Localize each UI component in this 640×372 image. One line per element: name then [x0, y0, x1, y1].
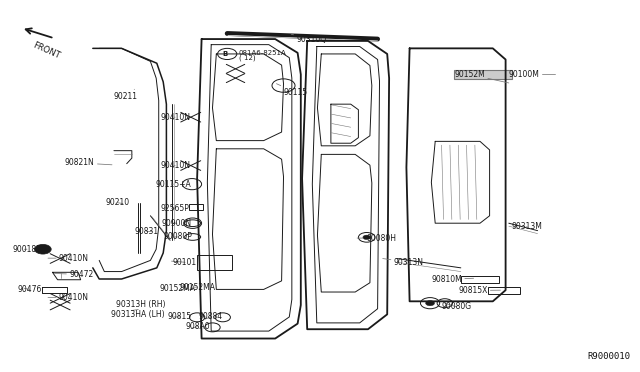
Text: 90115+A: 90115+A	[156, 180, 191, 189]
Text: 90410N: 90410N	[160, 113, 190, 122]
Text: 90211: 90211	[114, 89, 138, 101]
Text: 90821N: 90821N	[65, 158, 112, 167]
Bar	[197, 255, 232, 270]
Bar	[488, 287, 520, 294]
Text: 90080P: 90080P	[163, 232, 192, 241]
Text: 90410N: 90410N	[48, 254, 89, 263]
Text: FRONT: FRONT	[31, 40, 61, 60]
Circle shape	[426, 301, 435, 306]
Text: 90900N: 90900N	[162, 219, 192, 228]
Text: 90080H: 90080H	[357, 234, 396, 243]
Text: 90152MA: 90152MA	[179, 283, 215, 292]
Text: 90815X: 90815X	[458, 286, 500, 295]
Text: B: B	[223, 51, 228, 57]
Text: 90100M: 90100M	[509, 70, 556, 79]
Text: 90472: 90472	[54, 270, 93, 279]
Text: 081A6-8251A: 081A6-8251A	[239, 50, 287, 56]
Text: 90152M: 90152M	[454, 70, 509, 83]
Text: 90210: 90210	[106, 198, 130, 207]
Text: 90310Q: 90310Q	[291, 34, 326, 44]
Text: 90313H (RH)
90313HA (LH): 90313H (RH) 90313HA (LH)	[111, 300, 165, 319]
Text: 90018B: 90018B	[12, 245, 42, 254]
Text: ( 12): ( 12)	[239, 55, 255, 61]
Text: 90115: 90115	[276, 84, 308, 97]
Bar	[189, 204, 203, 210]
Bar	[461, 276, 499, 283]
Text: 90831: 90831	[134, 227, 159, 236]
Text: 90884: 90884	[198, 312, 223, 321]
Text: 90410N: 90410N	[48, 293, 89, 302]
Text: 90810M: 90810M	[431, 275, 474, 284]
Text: 90815: 90815	[168, 312, 192, 321]
Text: 90410N: 90410N	[160, 161, 190, 170]
Text: 90152MA: 90152MA	[159, 284, 195, 293]
Text: 90101: 90101	[172, 258, 197, 267]
Circle shape	[35, 244, 51, 254]
Bar	[454, 70, 512, 79]
Text: 92565P: 92565P	[161, 204, 189, 213]
Text: 908A0: 908A0	[186, 322, 210, 331]
Text: 90313M: 90313M	[512, 222, 543, 231]
Text: 90476: 90476	[17, 285, 42, 294]
Circle shape	[363, 235, 371, 240]
Text: 90313N: 90313N	[383, 258, 424, 267]
Text: R9000010: R9000010	[588, 352, 630, 361]
Text: 90080G: 90080G	[442, 302, 472, 311]
